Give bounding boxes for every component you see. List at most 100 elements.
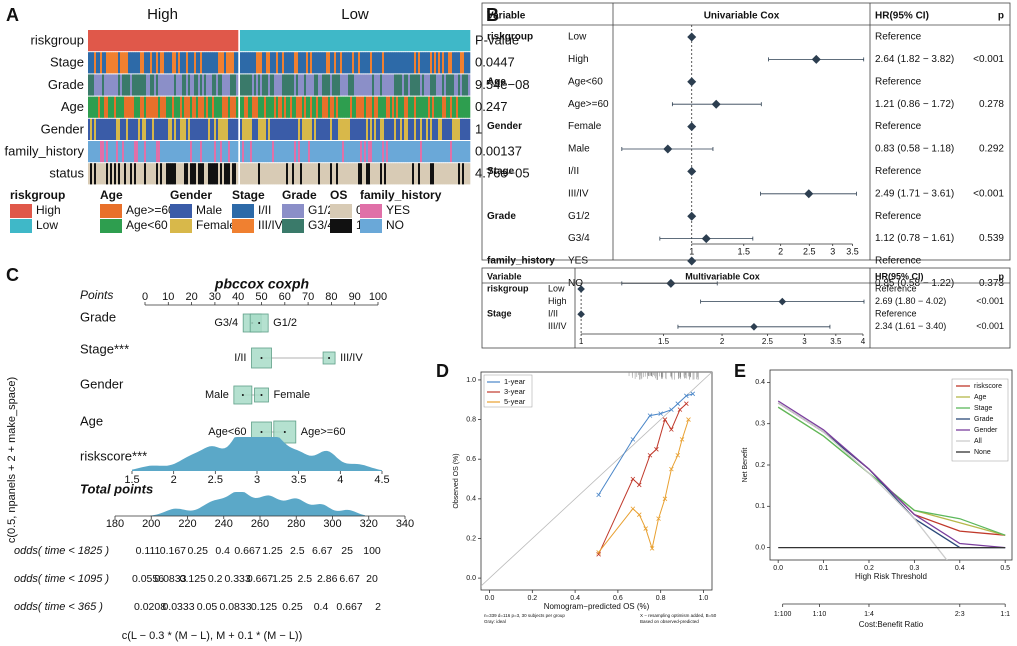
legend-title: Gender [170,188,212,202]
heatmap-cell [164,74,167,96]
heatmap-cell [96,74,99,96]
heatmap-cell [186,141,189,163]
legend-frame [483,374,533,408]
hr-label: Reference [875,256,922,267]
heatmap-cell [344,96,347,118]
heatmap-cell [452,52,455,74]
heatmap-cell [304,118,307,140]
heatmap-cell [454,96,457,118]
heatmap-cell [426,96,429,118]
heatmap-cell [362,30,365,52]
heatmap-cell [180,30,183,52]
heatmap-cell [418,163,421,185]
heatmap-cell [172,118,175,140]
heatmap-cell [440,74,443,96]
heatmap-cell [420,141,423,163]
heatmap [88,30,471,185]
point [669,466,674,472]
heatmap-cell [170,118,173,140]
heatmap-cell [444,30,447,52]
heatmap-cell [88,52,91,74]
heatmap-cell [170,96,173,118]
heatmap-cell [258,74,261,96]
heatmap-cell [394,30,397,52]
heatmap-cell [172,74,175,96]
x-tick-label: 0.0 [773,565,783,572]
heatmap-cell [136,30,139,52]
heatmap-cell [118,74,121,96]
heatmap-cell [378,30,381,52]
heatmap-cell [206,74,209,96]
heatmap-cell [466,141,469,163]
heatmap-cell [396,74,399,96]
heatmap-cell [134,30,137,52]
heatmap-cell [164,52,167,74]
heatmap-cell [330,52,333,74]
heatmap-cell [218,118,221,140]
heatmap-cell [182,141,185,163]
heatmap-cell [126,141,129,163]
heatmap-cell [352,74,355,96]
heatmap-cell [312,30,315,52]
heatmap-cell [380,96,383,118]
heatmap-cell [232,96,235,118]
heatmap-cell [150,163,153,185]
heatmap-cell [146,141,149,163]
odds-tick-label: 0.0208 [134,601,166,613]
heatmap-cell [108,96,111,118]
total-tick-label: 240 [215,518,233,530]
heatmap-cell [358,163,361,185]
heatmap-cell [94,30,97,52]
heatmap-cell [400,141,403,163]
heatmap-cell [456,74,459,96]
heatmap-cell [236,141,239,163]
x2-tick-label: 1:4 [864,611,874,618]
heatmap-cell [340,141,343,163]
variable-name: Age [80,413,103,428]
p-value: 4.76e−05 [475,166,530,181]
heatmap-cell [406,118,409,140]
heatmap-cell [174,96,177,118]
density [150,492,365,516]
heatmap-cell [174,118,177,140]
heatmap-cell [402,30,405,52]
heatmap-cell [252,96,255,118]
heatmap-cell [356,30,359,52]
heatmap-cell [248,163,251,185]
hr-label: Reference [875,309,917,319]
heatmap-cell [286,118,289,140]
heatmap-cell [156,141,159,163]
heatmap-cell [158,52,161,74]
density [132,437,382,471]
heatmap-cell [194,141,197,163]
legend-label: Grade [974,416,994,423]
heatmap-cell [224,74,227,96]
level: NO [568,278,583,289]
heatmap-cell [466,52,469,74]
heatmap-cell [366,52,369,74]
row-label: Stage [50,55,84,70]
heatmap-cell [188,52,191,74]
heatmap-cell [112,30,115,52]
heatmap-cell [214,96,217,118]
heatmap-cell [162,141,165,163]
heatmap-cell [160,52,163,74]
heatmap-cell [424,74,427,96]
heatmap-cell [160,118,163,140]
heatmap-cell [448,163,451,185]
heatmap-cell [264,163,267,185]
heatmap-cell [216,96,219,118]
heatmap-cell [300,30,303,52]
heatmap-cell [192,30,195,52]
heatmap-cell [426,52,429,74]
level-dot [260,431,263,433]
heatmap-cell [180,74,183,96]
heatmap-cell [372,52,375,74]
heatmap-cell [234,30,237,52]
heatmap-cell [336,141,339,163]
heatmap-cell [132,96,135,118]
heatmap-cell [108,141,111,163]
heatmap-cell [250,118,253,140]
heatmap-cell [102,30,105,52]
heatmap-cell [298,52,301,74]
